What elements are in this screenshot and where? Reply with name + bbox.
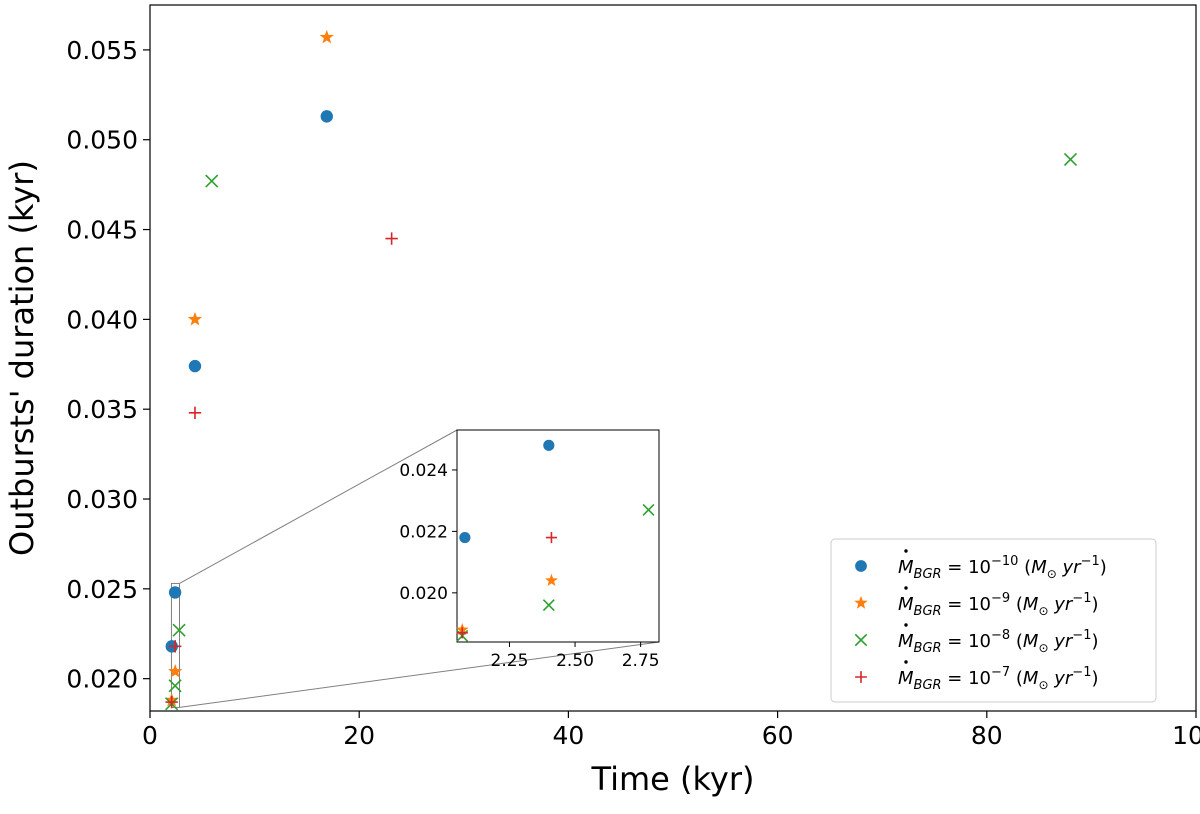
legend-entry: MBGR = 10−10 (M⊙ yr−1) [855, 549, 1107, 582]
main-data-points [164, 29, 1078, 711]
inset-data-point [545, 531, 558, 544]
inset-data-point [543, 439, 555, 451]
legend: MBGR = 10−10 (M⊙ yr−1) MBGR = 10−9 (M⊙ yr… [830, 538, 1157, 703]
x-tick-label: 100 [1172, 721, 1200, 750]
main-plot-frame [149, 4, 1197, 712]
data-point [188, 359, 202, 373]
legend-label: MBGR = 10−10 (M⊙ yr−1) [898, 554, 1107, 582]
legend-items: MBGR = 10−10 (M⊙ yr−1) MBGR = 10−9 (M⊙ yr… [854, 549, 1107, 693]
data-point [169, 640, 182, 653]
x-tick-label: 0 [142, 721, 158, 750]
inset-axis-ticks: 2.25 2.50 2.75 0.020 0.022 0.024 [399, 461, 659, 671]
inset-x-tick-label: 2.25 [491, 651, 529, 671]
inset-data-point [459, 531, 471, 544]
x-tick-label: 60 [762, 721, 794, 750]
data-point [320, 110, 333, 123]
legend-label: MBGR = 10−9 (M⊙ yr−1) [898, 591, 1099, 619]
mdot-accent [904, 660, 908, 664]
mdot-accent [904, 586, 908, 590]
data-point [168, 663, 183, 678]
inset-y-tick-label: 0.022 [399, 522, 448, 542]
legend-marker [855, 671, 867, 683]
inset-data-point [642, 503, 655, 516]
legend-label: MBGR = 10−7 (M⊙ yr−1) [898, 665, 1099, 693]
inset-x-tick-label: 2.75 [622, 651, 660, 671]
data-point [168, 679, 182, 693]
inset-data-points [455, 439, 655, 642]
data-point [385, 232, 398, 245]
legend-entry: MBGR = 10−8 (M⊙ yr−1) [854, 623, 1099, 656]
y-tick-label: 0.050 [66, 126, 138, 155]
legend-entry: MBGR = 10−7 (M⊙ yr−1) [855, 660, 1099, 693]
inset-data-point [545, 573, 558, 587]
y-tick-label: 0.035 [66, 395, 138, 424]
x-tick-label: 80 [971, 721, 1003, 750]
inset-plot-frame [456, 429, 660, 643]
main-axis-ticks: 0 20 40 60 80 100 0.020 0.025 0.030 0.035 0.040 0.0… [66, 36, 1200, 750]
y-tick-label: 0.055 [66, 36, 138, 65]
inset-x-tick-label: 2.50 [556, 651, 594, 671]
data-point [205, 174, 219, 188]
legend-marker [855, 560, 867, 572]
data-point [1063, 152, 1078, 167]
data-point [188, 406, 202, 419]
y-tick-label: 0.045 [66, 216, 138, 245]
legend-entry: MBGR = 10−9 (M⊙ yr−1) [854, 586, 1099, 619]
y-tick-label: 0.040 [66, 305, 138, 334]
x-axis-title: Time (kyr) [591, 760, 755, 798]
data-point [168, 586, 182, 599]
inset-data-point [456, 627, 468, 639]
data-point [319, 29, 334, 44]
inset-data-point [542, 599, 555, 612]
x-tick-label: 20 [343, 721, 375, 750]
y-tick-label: 0.020 [66, 665, 138, 694]
data-point [187, 311, 203, 326]
y-tick-label: 0.025 [66, 575, 138, 604]
x-tick-label: 40 [552, 721, 584, 750]
connector-line [179, 429, 458, 584]
legend-marker [854, 633, 868, 647]
mdot-accent [904, 549, 908, 553]
inset-y-tick-label: 0.024 [399, 461, 448, 481]
data-point [165, 695, 178, 709]
inset-y-tick-label: 0.020 [399, 584, 448, 604]
legend-label: MBGR = 10−8 (M⊙ yr−1) [898, 628, 1099, 656]
legend-box [830, 538, 1157, 703]
connector-line [179, 641, 660, 708]
y-axis-title: Outbursts' duration (kyr) [3, 160, 41, 556]
y-tick-label: 0.030 [66, 485, 138, 514]
data-point [172, 623, 186, 637]
mdot-accent [904, 623, 908, 627]
legend-marker [854, 595, 868, 609]
